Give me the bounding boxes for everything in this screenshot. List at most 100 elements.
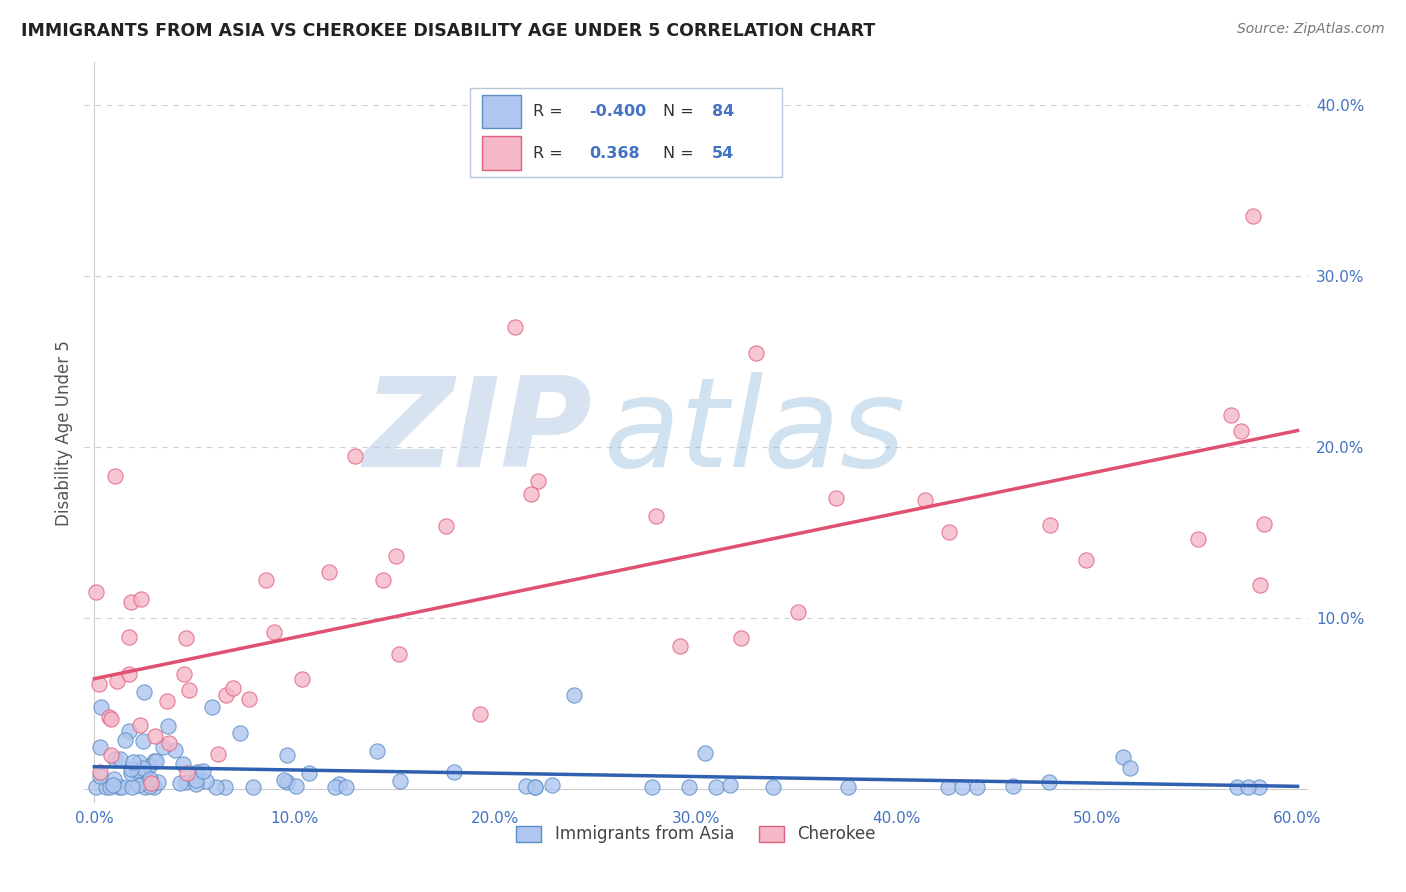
- Point: [704, 780, 727, 795]
- Point: [966, 780, 988, 795]
- Legend: Immigrants from Asia, Cherokee: Immigrants from Asia, Cherokee: [509, 819, 883, 850]
- Point: [285, 779, 308, 793]
- Point: [121, 755, 143, 769]
- Point: [1038, 774, 1060, 789]
- Point: [1001, 779, 1024, 793]
- Point: [98, 780, 121, 795]
- Point: [131, 761, 153, 775]
- Point: [127, 764, 149, 778]
- Point: [120, 762, 142, 776]
- Text: N =: N =: [664, 104, 699, 119]
- Point: [1230, 424, 1253, 438]
- Point: [786, 605, 808, 619]
- Point: [142, 754, 165, 768]
- Point: [936, 780, 959, 795]
- Point: [519, 487, 541, 501]
- Point: [127, 763, 149, 777]
- Point: [215, 688, 238, 702]
- Point: [191, 764, 214, 778]
- Point: [938, 525, 960, 540]
- Point: [385, 549, 408, 563]
- Point: [276, 774, 298, 789]
- Point: [678, 780, 700, 795]
- Point: [1241, 210, 1264, 224]
- Point: [562, 688, 585, 702]
- Point: [86, 780, 108, 795]
- Point: [505, 320, 527, 334]
- Text: Source: ZipAtlas.com: Source: ZipAtlas.com: [1237, 22, 1385, 37]
- Point: [172, 756, 194, 771]
- Point: [1038, 517, 1060, 532]
- Point: [129, 769, 152, 783]
- Point: [89, 765, 111, 780]
- Point: [263, 624, 285, 639]
- Point: [527, 474, 550, 488]
- Point: [128, 755, 150, 769]
- Point: [207, 747, 229, 761]
- Point: [145, 754, 167, 768]
- Point: [142, 780, 165, 795]
- Text: -0.400: -0.400: [589, 104, 647, 119]
- Point: [745, 346, 768, 360]
- Point: [103, 772, 125, 787]
- Point: [366, 744, 388, 758]
- Text: 84: 84: [711, 104, 734, 119]
- Point: [323, 780, 346, 795]
- Point: [229, 726, 252, 740]
- Point: [152, 740, 174, 755]
- Point: [762, 780, 785, 795]
- Point: [1249, 578, 1271, 592]
- Point: [174, 775, 197, 789]
- Point: [201, 699, 224, 714]
- Point: [135, 763, 157, 777]
- Point: [214, 780, 236, 795]
- Point: [165, 743, 187, 757]
- Point: [695, 746, 717, 760]
- Point: [146, 775, 169, 789]
- Point: [104, 468, 127, 483]
- Text: 54: 54: [711, 145, 734, 161]
- Point: [121, 766, 143, 780]
- Point: [541, 778, 564, 792]
- Point: [1112, 750, 1135, 764]
- Point: [114, 732, 136, 747]
- Point: [156, 719, 179, 733]
- Text: R =: R =: [533, 145, 568, 161]
- Point: [118, 630, 141, 644]
- Point: [238, 692, 260, 706]
- Point: [157, 736, 180, 750]
- Point: [641, 780, 664, 795]
- Point: [273, 772, 295, 787]
- Point: [389, 773, 412, 788]
- Point: [434, 519, 457, 533]
- Point: [134, 780, 156, 795]
- Point: [952, 780, 974, 795]
- Point: [644, 508, 666, 523]
- Point: [730, 632, 752, 646]
- Text: IMMIGRANTS FROM ASIA VS CHEROKEE DISABILITY AGE UNDER 5 CORRELATION CHART: IMMIGRANTS FROM ASIA VS CHEROKEE DISABIL…: [21, 22, 876, 40]
- Point: [100, 713, 122, 727]
- Point: [1226, 780, 1249, 795]
- Point: [118, 666, 141, 681]
- Point: [186, 764, 208, 779]
- Point: [118, 723, 141, 738]
- Point: [837, 780, 859, 795]
- Text: R =: R =: [533, 104, 568, 119]
- Point: [204, 780, 226, 795]
- Point: [100, 748, 122, 763]
- Point: [101, 778, 124, 792]
- Point: [1119, 761, 1142, 775]
- Point: [186, 772, 208, 787]
- Point: [1253, 517, 1275, 532]
- Point: [468, 706, 491, 721]
- Point: [291, 672, 314, 686]
- Point: [89, 677, 111, 691]
- Point: [129, 718, 152, 732]
- Point: [139, 779, 162, 793]
- Point: [186, 777, 208, 791]
- Point: [90, 700, 112, 714]
- Point: [825, 491, 848, 506]
- Point: [328, 777, 350, 791]
- Point: [1187, 532, 1209, 546]
- Point: [173, 667, 195, 681]
